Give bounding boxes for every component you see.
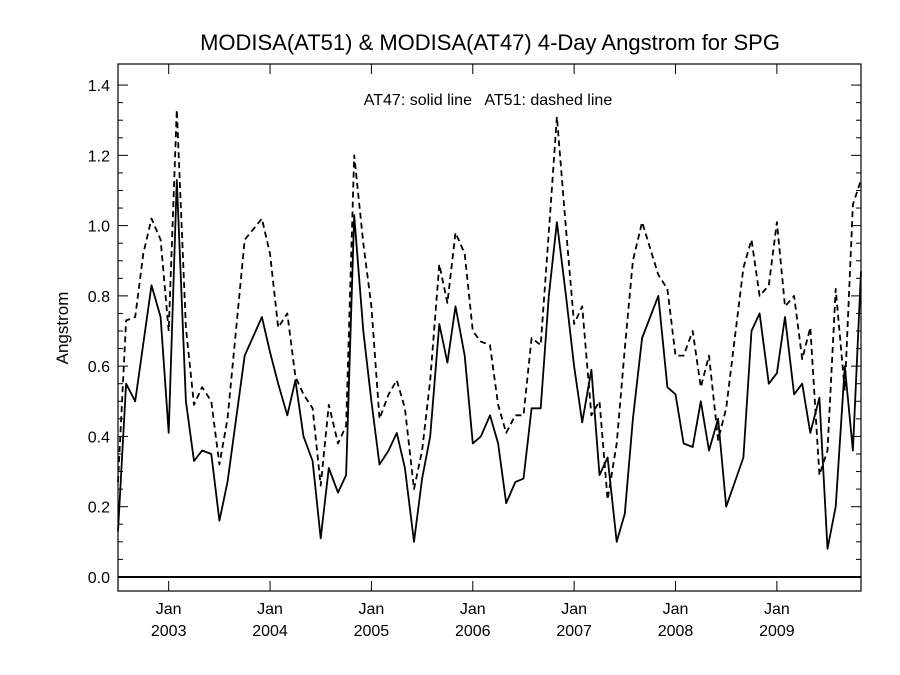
x-tick-label-month: Jan (359, 601, 385, 618)
series-line-solid (117, 178, 862, 550)
x-tick-label-year: 2008 (658, 623, 694, 640)
x-tick-label-month: Jan (460, 601, 486, 618)
x-tick-label-month: Jan (561, 601, 587, 618)
x-tick-label-month: Jan (156, 601, 182, 618)
plot-frame (117, 63, 862, 592)
y-tick-label: 1.2 (88, 148, 110, 165)
series-line-dashed (117, 108, 862, 501)
x-tick-label-year: 2009 (759, 623, 795, 640)
x-tick-label-month: Jan (764, 601, 790, 618)
x-tick-label-month: Jan (663, 601, 689, 618)
y-tick-label: 1.0 (88, 219, 110, 236)
y-tick-label: 1.4 (88, 78, 110, 95)
y-tick-label: 0.4 (88, 429, 110, 446)
plot-area: 0.0 0.2 0.4 0.6 0.8 1.0 1.2 1.4 Jan 2003 Jan 2004 Ja… (88, 63, 862, 640)
x-tick-label-year: 2006 (455, 623, 491, 640)
x-tick-label-month: Jan (257, 601, 283, 618)
y-tick-label: 0.8 (88, 289, 110, 306)
y-tick-label: 0.0 (88, 570, 110, 587)
x-tick-label-year: 2007 (556, 623, 592, 640)
series-style-annotation: AT47: solid line AT51: dashed line (364, 92, 613, 109)
x-tick-label-year: 2004 (252, 623, 288, 640)
x-tick-label-year: 2003 (151, 623, 187, 640)
y-tick-label: 0.6 (88, 359, 110, 376)
chart-title: MODISA(AT51) & MODISA(AT47) 4-Day Angstr… (200, 30, 780, 55)
x-tick-label-year: 2005 (354, 623, 390, 640)
y-tick-label: 0.2 (88, 500, 110, 517)
y-axis-label: Angstrom (53, 292, 72, 365)
